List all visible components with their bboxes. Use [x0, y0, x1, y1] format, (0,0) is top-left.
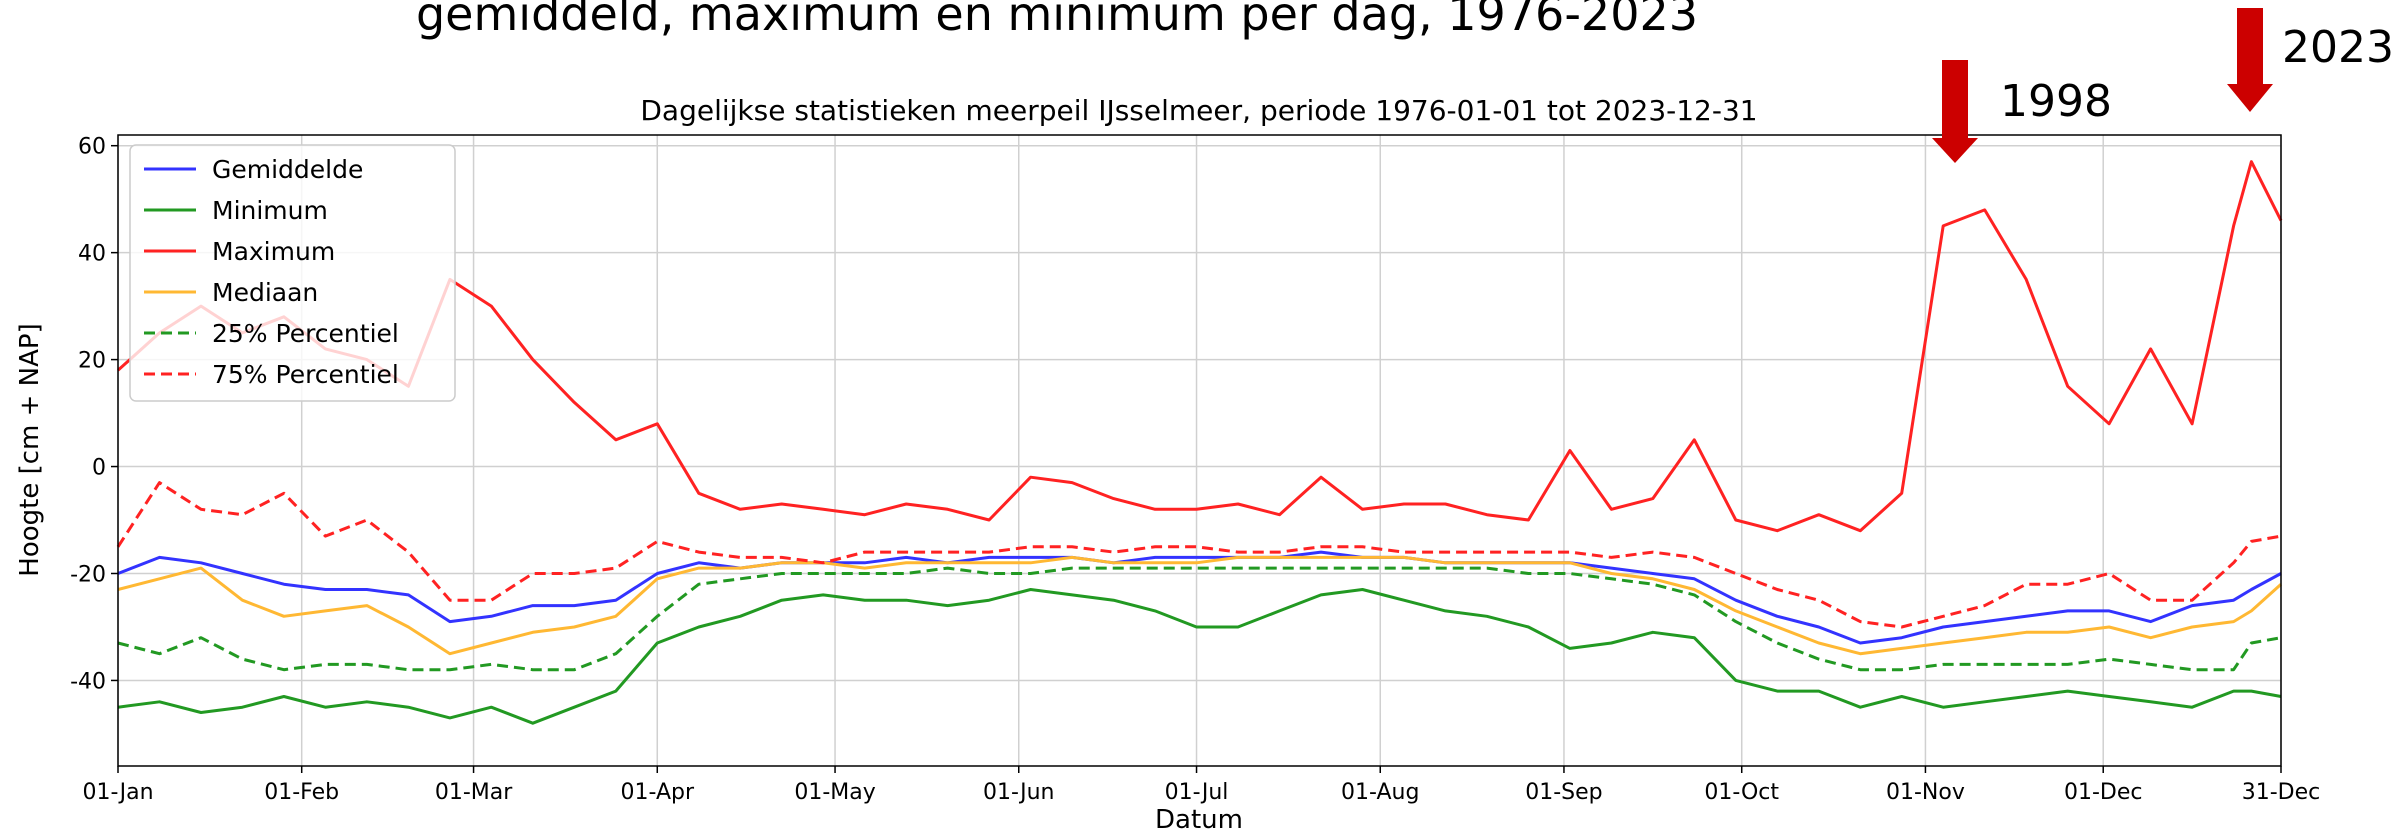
y-tick-label: -20: [70, 562, 106, 587]
x-tick-label: 01-May: [794, 780, 875, 805]
arrow-1998-shaft: [1942, 60, 1968, 142]
legend-box: [129, 144, 456, 402]
legend: Gemiddelde Minimum Maximum Mediaan 25% Perce…: [129, 144, 456, 402]
series-line: [117, 555, 2283, 656]
series-line: [116, 160, 2283, 533]
suptitle: gemiddeld, maximum en minimum per dag, 1…: [416, 0, 1698, 41]
annotation: 2023: [2282, 22, 2394, 73]
ticks: -40 -20 0 20 40 60 01-Jan 01-Feb 01-Mar 01-Apr 01-…: [70, 135, 2320, 805]
arrow-2023-head: [2227, 84, 2273, 112]
annotation: 1998: [2000, 76, 2112, 127]
lines: [116, 160, 2283, 725]
legend-label: Mediaan: [212, 278, 318, 307]
x-tick-label: 01-Jan: [82, 780, 153, 805]
x-axis-label: Datum: [1155, 805, 1243, 833]
x-tick-label: 01-Sep: [1525, 780, 1602, 805]
chart-title: Dagelijkse statistieken meerpeil IJsselm…: [640, 94, 1757, 127]
x-tick-label: 01-Jun: [983, 780, 1055, 805]
y-tick-label: 0: [92, 456, 106, 481]
plot-frame: [117, 134, 2282, 767]
grid: [117, 135, 2282, 766]
legend-label: Gemiddelde: [212, 155, 363, 184]
y-tick-label: 60: [78, 135, 106, 160]
arrow-1998-head: [1932, 138, 1978, 163]
legend-label: 25% Percentiel: [212, 319, 399, 348]
y-tick-label: 20: [78, 349, 106, 374]
legend-label: Maximum: [212, 237, 335, 266]
x-tick-label: 01-Nov: [1886, 780, 1965, 805]
legend-label: Minimum: [212, 196, 328, 225]
x-tick-label: 01-Dec: [2064, 780, 2143, 805]
x-tick-label: 31-Dec: [2242, 780, 2321, 805]
series-line: [117, 550, 2282, 645]
series-line: [117, 588, 2282, 725]
series-line: [117, 566, 2282, 672]
x-tick-label: 01-Oct: [1704, 780, 1779, 805]
y-tick-label: 40: [78, 242, 106, 267]
y-tick-label: -40: [70, 669, 106, 694]
arrow-2023-shaft: [2237, 8, 2263, 88]
x-tick-label: 01-Mar: [435, 780, 513, 805]
y-axis-label: Hoogte [cm + NAP]: [15, 323, 45, 576]
series-line: [116, 481, 2282, 629]
x-tick-label: 01-Apr: [621, 780, 695, 805]
x-tick-label: 01-Feb: [264, 780, 339, 805]
legend-label: 75% Percentiel: [212, 360, 399, 389]
x-tick-label: 01-Jul: [1165, 780, 1229, 805]
x-tick-label: 01-Aug: [1341, 780, 1419, 805]
